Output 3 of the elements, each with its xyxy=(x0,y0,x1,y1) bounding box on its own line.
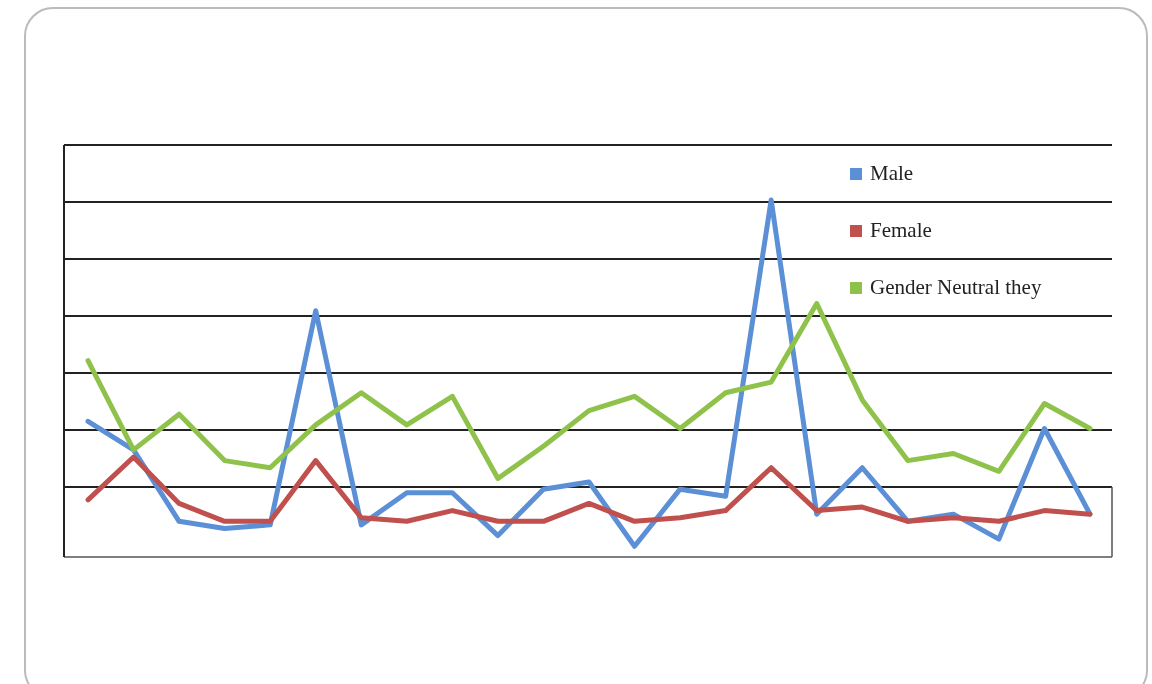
legend-label: Gender Neutral they xyxy=(870,275,1042,299)
legend-label: Female xyxy=(870,218,932,242)
legend-label: Male xyxy=(870,161,914,185)
